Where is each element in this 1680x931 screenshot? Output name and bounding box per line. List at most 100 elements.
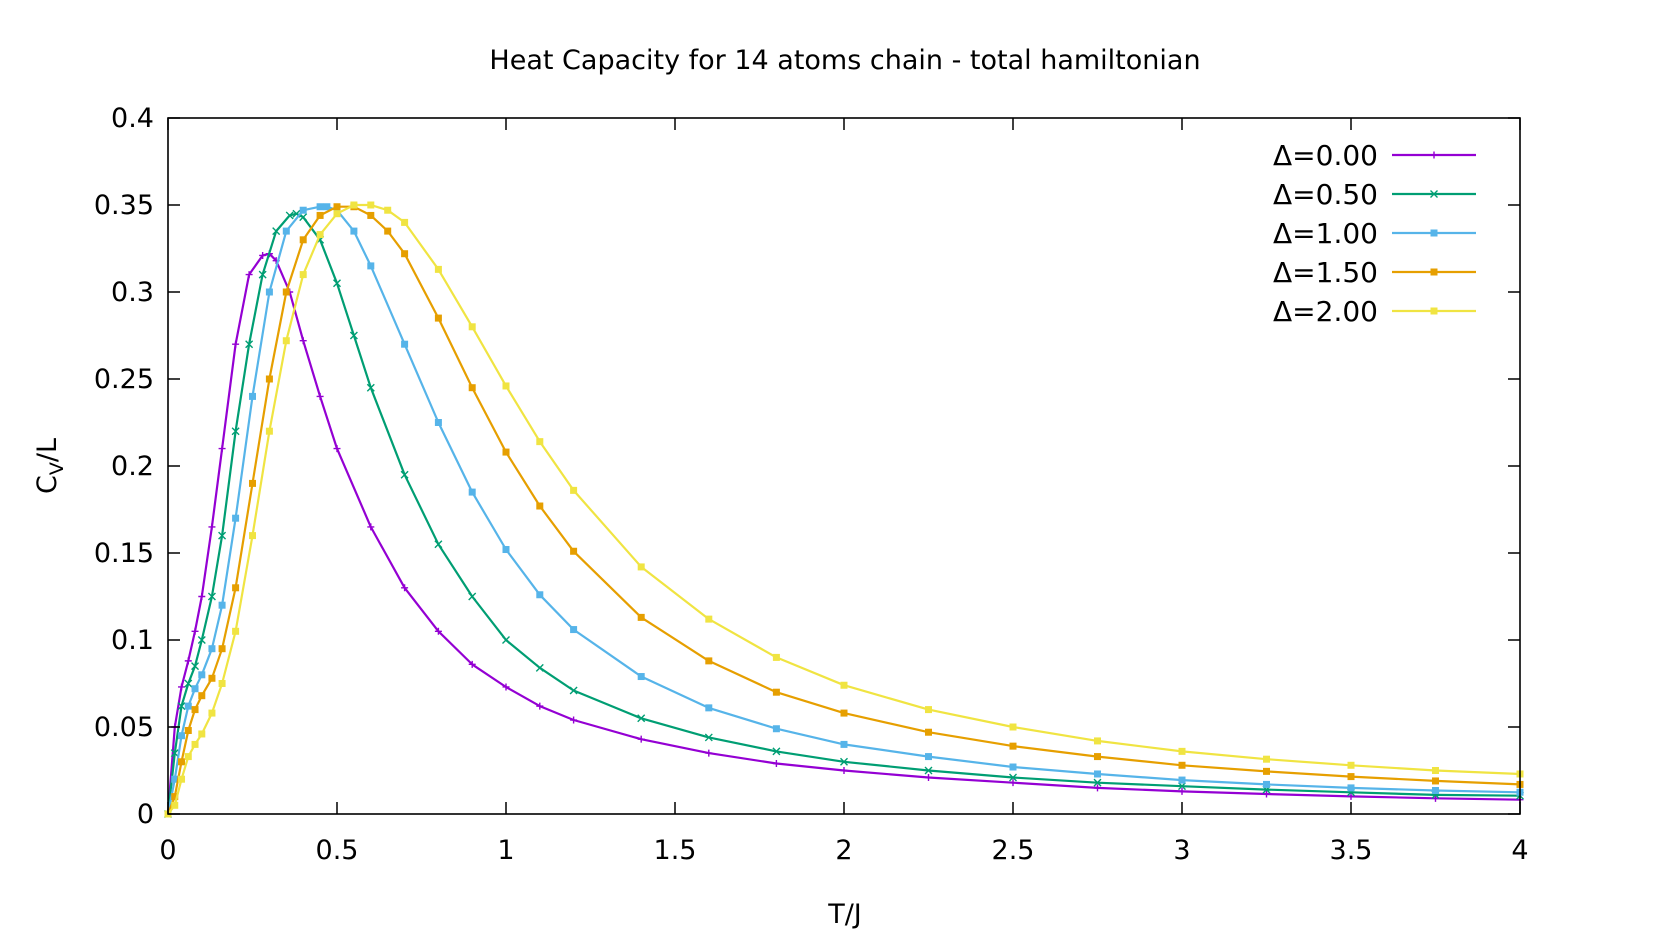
series-marker <box>400 470 409 479</box>
series-marker <box>1178 761 1186 769</box>
series-marker <box>208 645 216 653</box>
series-marker <box>316 203 324 211</box>
series-marker <box>198 671 206 679</box>
series-marker <box>1347 773 1355 781</box>
series-Δ=1.00 <box>164 203 1524 818</box>
series-marker <box>197 636 206 644</box>
series-marker <box>367 201 375 209</box>
series-marker <box>191 706 199 714</box>
series-marker <box>282 288 290 296</box>
series-marker <box>384 206 392 214</box>
x-tick-label: 3.5 <box>1330 835 1373 866</box>
y-axis-label-suffix: /L <box>32 438 63 462</box>
series-marker <box>772 760 780 768</box>
series-marker <box>1178 787 1186 795</box>
series-marker <box>434 265 442 273</box>
y-tick-label: 0.35 <box>94 190 154 221</box>
series-marker <box>925 706 932 714</box>
x-tick-label: 4 <box>1511 835 1528 866</box>
series-marker <box>299 236 307 244</box>
series-marker <box>178 775 186 783</box>
series-marker <box>184 679 193 688</box>
x-tick-label: 2 <box>835 835 852 866</box>
series-marker <box>184 657 192 665</box>
y-ticks: 0 0.05 0.1 0.15 0.2 0.25 0.3 0.35 0.4 <box>94 103 1520 830</box>
y-tick-label: 0.2 <box>111 451 154 482</box>
series-marker <box>1432 787 1439 795</box>
series-marker <box>637 735 645 743</box>
series-marker <box>1094 737 1101 745</box>
series-marker <box>925 773 932 781</box>
series-marker <box>1430 151 1438 159</box>
series-marker <box>705 704 713 712</box>
series-marker <box>245 340 254 349</box>
series-marker <box>349 331 358 340</box>
svg-text:CV/L: CV/L <box>32 438 68 494</box>
series-marker <box>1178 747 1186 755</box>
y-tick-label: 0.15 <box>94 538 154 569</box>
x-tick-label: 2.5 <box>992 835 1035 866</box>
series-marker <box>401 584 409 592</box>
series-marker <box>570 547 578 555</box>
series-marker <box>249 392 256 400</box>
series-marker <box>637 563 645 571</box>
series-marker <box>299 206 307 214</box>
series-marker <box>299 213 308 222</box>
legend-label: Δ=1.50 <box>1273 256 1378 289</box>
series-marker <box>434 419 442 426</box>
y-tick-label: 0.4 <box>111 103 154 134</box>
series-marker <box>323 203 331 211</box>
series-marker <box>840 681 848 689</box>
series-marker <box>1093 778 1102 787</box>
series-marker <box>208 523 216 531</box>
series-marker <box>384 227 392 235</box>
y-axis-label: CV/L <box>32 438 68 494</box>
series-marker <box>178 683 186 691</box>
series-marker <box>367 211 375 219</box>
series-marker <box>333 445 341 453</box>
series-marker <box>536 702 544 710</box>
series-marker <box>191 627 199 635</box>
series-line <box>166 252 1521 815</box>
series-marker <box>177 702 186 711</box>
series-Δ=0.50 <box>164 209 1524 818</box>
series-marker <box>232 627 240 635</box>
series-Δ=1.50 <box>164 203 1524 818</box>
series-marker <box>434 627 442 635</box>
series-marker <box>1430 307 1438 315</box>
series-marker <box>208 674 216 682</box>
series-marker <box>366 383 375 392</box>
series-marker <box>208 709 216 717</box>
y-tick-label: 0 <box>137 799 154 830</box>
series-marker <box>1094 784 1101 792</box>
series-marker <box>350 201 358 209</box>
x-tick-label: 1.5 <box>654 835 697 866</box>
series-marker <box>1263 780 1270 788</box>
series-marker <box>282 227 290 235</box>
series-marker <box>1263 790 1270 798</box>
y-axis-label-subscript: V <box>46 462 68 475</box>
series-marker <box>1178 782 1186 791</box>
series-marker <box>401 218 409 226</box>
series-marker <box>1178 776 1186 784</box>
legend: Δ=0.00 Δ=0.50 Δ=1.00 Δ=1.50 Δ=2.00 <box>1273 139 1476 328</box>
series-marker <box>249 532 256 540</box>
series-marker <box>468 323 476 331</box>
series-marker <box>282 337 290 345</box>
series-marker <box>232 340 240 348</box>
series-marker <box>705 749 713 757</box>
series-marker <box>350 227 358 235</box>
series-marker <box>265 288 273 296</box>
series-marker <box>502 683 510 691</box>
series-marker <box>232 584 240 592</box>
y-tick-label: 0.25 <box>94 364 154 395</box>
series-marker <box>299 271 307 279</box>
y-axis-label-main: C <box>32 475 63 494</box>
y-tick-label: 0.3 <box>111 277 154 308</box>
x-tick-label: 0 <box>159 835 176 866</box>
legend-item: Δ=2.00 <box>1273 295 1476 328</box>
series-marker <box>265 375 273 383</box>
series-marker <box>184 726 192 734</box>
series-marker <box>1432 794 1439 802</box>
series-marker <box>502 448 510 456</box>
